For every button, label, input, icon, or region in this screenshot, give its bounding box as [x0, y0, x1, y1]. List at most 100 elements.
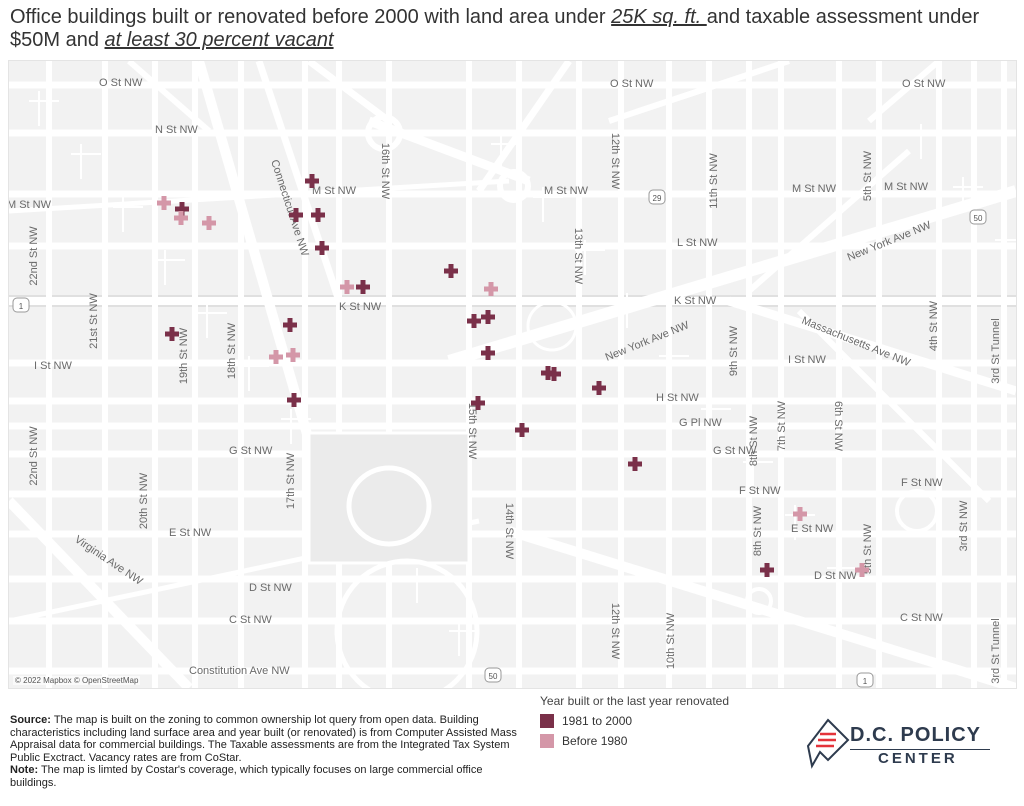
legend-item-1981-2000[interactable]: 1981 to 2000	[540, 714, 800, 728]
building-marker[interactable]	[340, 280, 354, 294]
street-label: L St NW	[677, 237, 718, 249]
svg-text:1: 1	[19, 302, 24, 311]
street-label: O St NW	[902, 78, 946, 90]
street-label: I St NW	[788, 354, 827, 366]
logo-text-top: D.C. POLICY	[850, 724, 982, 746]
title-part2: and taxable assessment under $50M and	[10, 6, 980, 51]
route-shield-icon: 1	[856, 672, 874, 688]
street-label: 10th St NW	[665, 612, 677, 669]
building-marker[interactable]	[356, 280, 370, 294]
street-label: G St NW	[713, 445, 757, 457]
building-marker[interactable]	[592, 381, 606, 395]
legend-item-before-1980[interactable]: Before 1980	[540, 734, 800, 748]
building-marker[interactable]	[289, 208, 303, 222]
street-label: 5th St NW	[862, 523, 874, 574]
street-label: 15th St NW	[466, 403, 478, 460]
street-label: F St NW	[901, 477, 943, 489]
route-shield-icon: 29	[648, 189, 666, 205]
street-label: M St NW	[9, 199, 52, 211]
street-label: 21st St NW	[88, 293, 100, 349]
building-marker[interactable]	[547, 367, 561, 381]
street-label: 6th St NW	[832, 401, 844, 452]
building-marker[interactable]	[855, 563, 869, 577]
street-label: 12th St NW	[609, 133, 621, 190]
svg-text:50: 50	[974, 214, 983, 223]
building-marker[interactable]	[286, 348, 300, 362]
street-label: 12th St NW	[609, 603, 621, 660]
title-land-area: 25K sq. ft.	[611, 6, 707, 28]
street-label: K St NW	[674, 295, 717, 307]
legend-label: 1981 to 2000	[562, 714, 633, 728]
street-label: 3rd St Tunnel	[990, 318, 1002, 383]
building-marker[interactable]	[793, 507, 807, 521]
map-canvas[interactable]: O St NW O St NW O St NW N St NW M St NW M St …	[8, 60, 1017, 689]
street-label: M St NW	[884, 181, 929, 193]
street-label: 17th St NW	[285, 452, 297, 509]
building-markers[interactable]	[157, 174, 869, 577]
building-marker[interactable]	[174, 211, 188, 225]
legend: Year built or the last year renovated 19…	[540, 694, 800, 748]
street-label: D St NW	[814, 570, 857, 582]
building-marker[interactable]	[484, 282, 498, 296]
svg-text:50: 50	[489, 672, 498, 681]
building-marker[interactable]	[515, 423, 529, 437]
building-marker[interactable]	[311, 208, 325, 222]
building-marker[interactable]	[481, 346, 495, 360]
street-label: 9th St NW	[728, 325, 740, 376]
street-label: 18th St NW	[226, 322, 238, 379]
street-label: K St NW	[339, 301, 382, 313]
road-network	[9, 61, 1016, 688]
map-attribution[interactable]: © 2022 Mapbox © OpenStreetMap	[13, 676, 141, 685]
building-marker[interactable]	[175, 202, 189, 216]
building-marker[interactable]	[283, 318, 297, 332]
title-part1: Office buildings built or renovated befo…	[10, 6, 612, 28]
building-marker[interactable]	[305, 174, 319, 188]
source-notes: Source: The map is built on the zoning t…	[10, 714, 530, 789]
legend-label: Before 1980	[562, 734, 628, 748]
street-label: O St NW	[99, 77, 143, 89]
legend-swatch-light	[540, 734, 554, 748]
building-marker[interactable]	[628, 457, 642, 471]
building-marker[interactable]	[481, 310, 495, 324]
landmark-shapes	[307, 114, 939, 688]
street-label: N St NW	[155, 124, 198, 136]
svg-text:29: 29	[653, 194, 662, 203]
building-marker[interactable]	[471, 396, 485, 410]
source-text: The map is built on the zoning to common…	[10, 714, 517, 764]
dc-map-logo-icon	[806, 718, 850, 769]
title-vacancy: at least 30 percent vacant	[104, 29, 334, 51]
street-label: G Pl NW	[679, 417, 722, 429]
street-label: H St NW	[656, 392, 699, 404]
route-shield-icon: 1	[12, 297, 30, 313]
building-marker[interactable]	[467, 314, 481, 328]
logo-text-bottom: CENTER	[878, 750, 958, 767]
street-label: 3rd St NW	[958, 500, 970, 551]
street-label: 14th St NW	[503, 503, 515, 560]
street-label: 8th St NW	[748, 415, 760, 466]
building-marker[interactable]	[202, 216, 216, 230]
street-label: New York Ave NW	[604, 319, 692, 364]
street-label: I St NW	[34, 360, 73, 372]
street-label: O St NW	[610, 78, 654, 90]
street-label: 7th St NW	[776, 400, 788, 451]
map-title: Office buildings built or renovated befo…	[10, 6, 1010, 52]
building-marker[interactable]	[269, 350, 283, 364]
building-marker[interactable]	[444, 264, 458, 278]
street-label: 4th St NW	[928, 300, 940, 351]
logo-divider	[850, 749, 990, 750]
building-marker[interactable]	[760, 563, 774, 577]
street-label: M St NW	[544, 185, 589, 197]
building-marker[interactable]	[315, 241, 329, 255]
street-label: E St NW	[169, 527, 212, 539]
route-shield-icon: 50	[484, 667, 502, 683]
note-text: The map is limted by Costar's coverage, …	[10, 764, 483, 789]
building-marker[interactable]	[157, 196, 171, 210]
street-label: 19th St NW	[178, 327, 190, 384]
building-marker[interactable]	[165, 327, 179, 341]
map-svg[interactable]: O St NW O St NW O St NW N St NW M St NW M St …	[9, 61, 1016, 688]
legend-swatch-dark	[540, 714, 554, 728]
street-label: C St NW	[900, 612, 943, 624]
route-shields: 29 50 50 1 1	[12, 189, 987, 688]
street-label: 16th St NW	[379, 143, 391, 200]
building-marker[interactable]	[287, 393, 301, 407]
